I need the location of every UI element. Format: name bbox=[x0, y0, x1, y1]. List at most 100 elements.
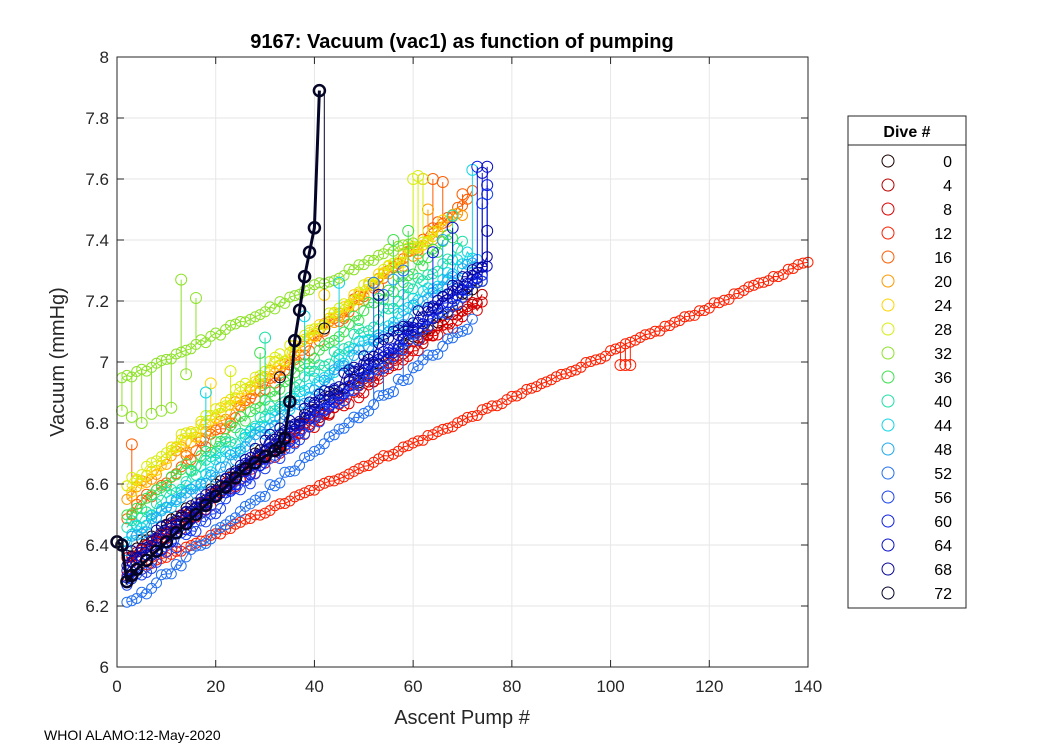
legend-entry: 32 bbox=[881, 346, 952, 363]
data-point bbox=[333, 381, 345, 393]
data-point bbox=[387, 360, 399, 372]
y-tick-label: 7.6 bbox=[85, 170, 109, 189]
data-point bbox=[294, 415, 306, 427]
data-point bbox=[383, 388, 394, 400]
legend-marker bbox=[881, 250, 895, 264]
data-point bbox=[179, 516, 193, 531]
data-point bbox=[782, 263, 794, 275]
x-tick-label: 140 bbox=[794, 677, 822, 696]
data-point bbox=[204, 377, 217, 390]
data-point bbox=[160, 568, 172, 580]
data-point bbox=[442, 422, 454, 434]
data-point bbox=[274, 477, 286, 489]
data-point bbox=[481, 251, 493, 263]
data-point bbox=[560, 368, 572, 380]
legend-label: 28 bbox=[934, 322, 952, 339]
data-point bbox=[279, 355, 291, 367]
data-point bbox=[185, 428, 197, 440]
legend-entry: 52 bbox=[881, 466, 952, 483]
data-point bbox=[669, 316, 681, 328]
data-point bbox=[442, 308, 454, 320]
data-point bbox=[180, 344, 192, 356]
data-point bbox=[358, 460, 370, 472]
data-point bbox=[387, 386, 399, 398]
data-point bbox=[373, 249, 385, 261]
data-point bbox=[125, 438, 138, 451]
data-point bbox=[297, 269, 312, 284]
x-tick-label: 120 bbox=[695, 677, 723, 696]
data-point bbox=[363, 368, 375, 380]
data-point bbox=[146, 513, 158, 525]
data-point bbox=[471, 160, 484, 173]
data-point bbox=[200, 468, 212, 480]
data-point bbox=[254, 491, 266, 503]
data-point bbox=[491, 400, 503, 412]
data-point bbox=[743, 281, 755, 293]
data-point bbox=[175, 273, 188, 286]
data-point bbox=[432, 329, 444, 341]
data-point bbox=[294, 386, 306, 398]
data-point bbox=[170, 348, 182, 360]
data-point bbox=[590, 354, 602, 366]
data-point bbox=[758, 276, 770, 288]
data-point bbox=[333, 423, 345, 435]
data-point bbox=[165, 502, 177, 514]
legend-marker bbox=[881, 466, 895, 480]
data-point bbox=[121, 369, 133, 381]
data-point bbox=[269, 303, 281, 315]
data-point bbox=[481, 402, 493, 414]
data-point bbox=[442, 288, 454, 300]
data-point bbox=[304, 382, 315, 394]
data-point bbox=[373, 364, 385, 376]
data-point bbox=[302, 245, 317, 259]
data-point bbox=[165, 471, 177, 483]
data-point bbox=[421, 203, 434, 216]
data-point bbox=[136, 542, 148, 554]
legend-label: 72 bbox=[934, 586, 952, 603]
data-point bbox=[249, 403, 261, 415]
data-point bbox=[417, 311, 429, 323]
legend-label: 40 bbox=[934, 394, 952, 411]
legend-label: 64 bbox=[934, 538, 952, 555]
data-point bbox=[180, 368, 193, 381]
data-point bbox=[432, 348, 444, 360]
data-point bbox=[228, 471, 243, 485]
data-point bbox=[136, 469, 148, 481]
data-point bbox=[417, 173, 430, 185]
legend-label: 4 bbox=[943, 178, 952, 195]
data-point bbox=[427, 349, 439, 361]
data-point bbox=[208, 489, 223, 503]
y-tick-label: 6 bbox=[100, 658, 109, 677]
legend-marker bbox=[881, 442, 895, 456]
data-point bbox=[644, 328, 656, 340]
data-point bbox=[624, 359, 637, 372]
data-point bbox=[412, 435, 424, 447]
data-point bbox=[372, 288, 385, 301]
chart-title: 9167: Vacuum (vac1) as function of pumpi… bbox=[250, 31, 673, 53]
y-tick-label: 8 bbox=[100, 48, 109, 67]
data-point bbox=[353, 463, 365, 475]
data-point bbox=[402, 224, 415, 237]
data-point bbox=[427, 330, 439, 342]
data-point bbox=[239, 500, 251, 512]
data-point bbox=[284, 466, 296, 478]
data-point bbox=[550, 371, 562, 383]
x-tick-label: 40 bbox=[305, 677, 324, 696]
data-point bbox=[279, 498, 291, 509]
data-point bbox=[378, 334, 389, 345]
data-point bbox=[713, 297, 725, 309]
data-point bbox=[189, 507, 203, 522]
data-point bbox=[387, 343, 399, 355]
series-72 bbox=[110, 83, 331, 589]
data-point bbox=[536, 378, 547, 390]
data-point bbox=[343, 263, 355, 275]
data-point bbox=[115, 538, 129, 552]
data-point bbox=[258, 449, 272, 464]
legend-marker bbox=[881, 586, 895, 600]
data-point bbox=[452, 282, 464, 294]
legend-entry: 4 bbox=[881, 178, 952, 195]
data-point bbox=[259, 490, 271, 502]
legend-label: 8 bbox=[943, 202, 952, 219]
data-point bbox=[698, 305, 710, 316]
